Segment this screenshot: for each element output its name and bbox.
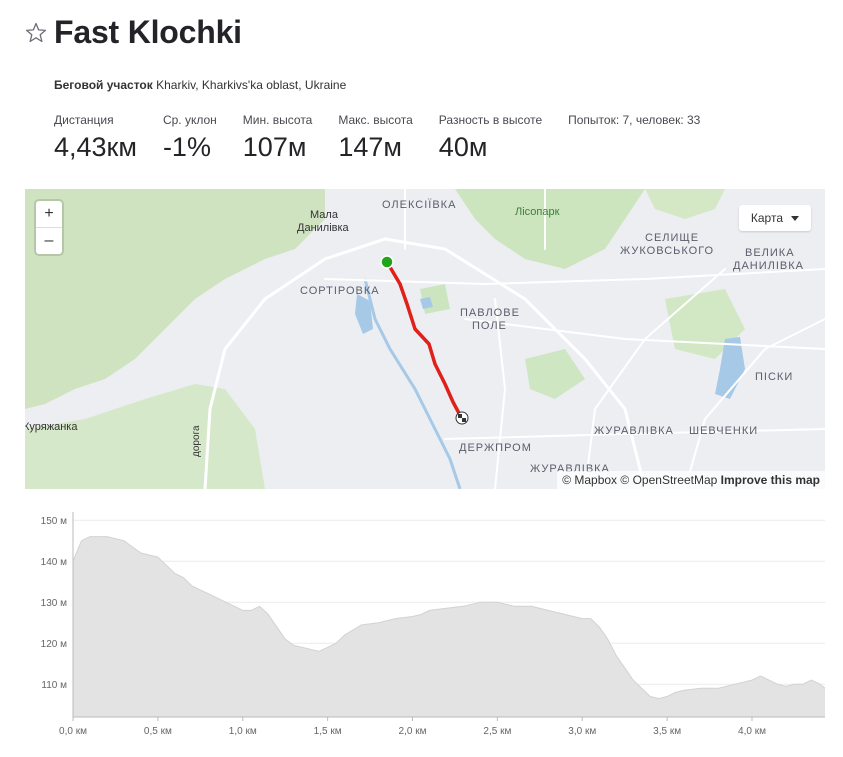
map-label-zhukovskoho: ЖУКОВСЬКОГО (620, 245, 715, 257)
water-river (363, 278, 462, 489)
stat-label: Дистанция (54, 113, 114, 127)
stat-value: 107м (242, 132, 307, 162)
elevation-line (72, 536, 826, 700)
map-label-pisky: ПІСКИ (755, 371, 794, 383)
park-center (525, 349, 585, 399)
y-tick-label: 120 м (41, 639, 67, 650)
park-north (645, 189, 725, 219)
stat-label: Разность в высоте (438, 113, 543, 127)
map-attribution: © Mapbox © OpenStreetMap Improve this ma… (557, 471, 825, 489)
map-label-kuryazhanka: Куряжанка (25, 421, 78, 433)
map-label-doroha: дорога (191, 425, 202, 457)
stat-max-elevation: Макс. высота 147м (338, 112, 412, 164)
water-lake-east (715, 337, 745, 399)
route-finish-marker (455, 411, 469, 425)
water-lake-north (355, 294, 373, 334)
park-lisopark (455, 189, 645, 269)
route-start-marker (380, 255, 394, 269)
mapbox-link[interactable]: © Mapbox (562, 473, 618, 487)
star-outline-icon[interactable] (24, 21, 48, 45)
stat-label: Мин. высота (242, 113, 313, 127)
roads (203, 189, 825, 489)
x-tick-label: 4,0 км (738, 726, 766, 737)
stat-avg-grade: Ср. уклон -1% (163, 112, 217, 164)
segment-place: Kharkiv, Kharkivs'ka oblast, Ukraine (156, 78, 347, 92)
zoom-out-button[interactable]: – (36, 227, 62, 254)
map-type-label: Карта (750, 211, 783, 225)
map-label-pole: ПОЛЕ (472, 320, 507, 332)
map-label-sortirovka: СОРТІРОВКА (300, 285, 380, 297)
map-label-derzhprom: ДЕРЖПРОМ (459, 442, 532, 454)
x-tick-label: 0,0 км (59, 726, 87, 737)
x-tick-label: 0,5 км (144, 726, 172, 737)
map-label-danylivka-big: ДАНИЛІВКА (733, 260, 804, 272)
stat-value: 40м (438, 132, 488, 162)
x-tick-label: 3,0 км (568, 726, 596, 737)
segment-title: Fast Klochki (54, 14, 242, 50)
stat-min-elevation: Мин. высота 107м (243, 112, 313, 164)
y-tick-label: 140 м (41, 557, 67, 568)
stat-elevation-diff: Разность в высоте 40м (439, 112, 542, 164)
map-type-dropdown[interactable]: Карта (738, 205, 811, 231)
map-label-danylivka: Данилівка (297, 222, 349, 234)
improve-map-link[interactable]: Improve this map (720, 473, 820, 487)
elevation-profile-chart[interactable]: 110 м 120 м 130 м 140 м 150 м 0,0 км 0,5 км 1,0… (25, 512, 830, 747)
segment-location: Беговой участок Kharkiv, Kharkivs'ka obl… (54, 78, 346, 92)
stat-attempts: Попыток: 7, человек: 33 (568, 112, 700, 164)
stat-label: Ср. уклон (162, 113, 217, 127)
segment-route (385, 260, 463, 419)
y-tick-label: 110 м (41, 680, 67, 691)
segment-type-label: Беговой участок (54, 78, 153, 92)
forest-west (25, 189, 325, 409)
x-tick-label: 2,5 км (483, 726, 511, 737)
stat-distance: Дистанция 4,43км (54, 112, 137, 164)
x-tick-label: 1,0 км (229, 726, 257, 737)
zoom-in-button[interactable]: + (44, 205, 54, 222)
x-tick-label: 3,5 км (653, 726, 681, 737)
y-tick-label: 150 м (41, 516, 67, 527)
segment-map[interactable]: Мала Данилівка ОЛЕКСІЇВКА Лісопарк СЕЛИЩ… (25, 189, 825, 489)
map-label-velyka: ВЕЛИКА (745, 247, 795, 259)
segment-header: Fast Klochki (24, 14, 242, 51)
attempts-label: Попыток: 7, человек: 33 (568, 113, 701, 127)
segment-stats: Дистанция 4,43км Ср. уклон -1% Мин. высо… (54, 112, 726, 164)
osm-link[interactable]: © OpenStreetMap (620, 473, 718, 487)
map-label-lisopark: Лісопарк (515, 206, 560, 218)
stat-value: 4,43км (54, 132, 137, 162)
stat-value: 147м (338, 132, 402, 162)
map-label-oleksiivka: ОЛЕКСІЇВКА (382, 199, 457, 211)
map-label-zhuravlivka: ЖУРАВЛІВКА (594, 425, 674, 437)
map-label-shevchenky: ШЕВЧЕНКИ (689, 425, 759, 437)
map-zoom-control: + – (36, 201, 62, 254)
map-label-pavlove: ПАВЛОВЕ (460, 307, 520, 319)
forest-southwest (25, 384, 265, 489)
y-tick-label: 130 м (41, 598, 67, 609)
stat-value: -1% (162, 132, 211, 162)
elevation-area (73, 536, 825, 717)
map-label-mala: Мала (310, 209, 338, 221)
caret-down-icon (791, 216, 799, 222)
x-tick-label: 1,5 км (314, 726, 342, 737)
stat-label: Макс. высота (338, 113, 413, 127)
water-lake-small (420, 297, 433, 309)
map-canvas[interactable] (25, 189, 825, 489)
x-tick-label: 2,0 км (399, 726, 427, 737)
map-label-selyshche: СЕЛИЩЕ (645, 232, 700, 244)
